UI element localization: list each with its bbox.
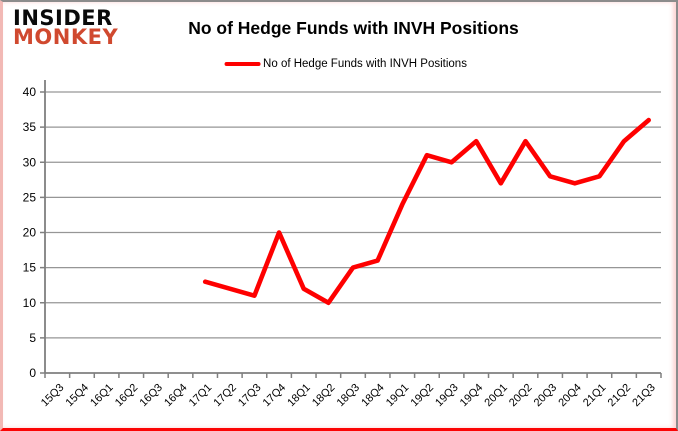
svg-text:21Q1: 21Q1 [581, 382, 609, 410]
svg-text:35: 35 [23, 120, 37, 134]
svg-text:17Q2: 17Q2 [211, 382, 239, 410]
insider-monkey-logo: INSIDER MONKEY [13, 6, 119, 50]
svg-text:19Q3: 19Q3 [433, 382, 461, 410]
svg-text:25: 25 [23, 190, 37, 204]
legend-line-swatch [224, 62, 261, 66]
chart-title: No of Hedge Funds with INVH Positions [188, 18, 519, 38]
line-chart-svg: 0 5 10 15 20 25 30 35 40 15Q315Q416Q116Q216Q316Q4… [23, 80, 662, 410]
svg-text:19Q1: 19Q1 [384, 382, 412, 410]
svg-text:18Q4: 18Q4 [359, 382, 387, 410]
svg-text:0: 0 [29, 366, 36, 380]
svg-text:15Q3: 15Q3 [39, 382, 67, 410]
svg-text:5: 5 [29, 331, 36, 345]
svg-text:20: 20 [23, 226, 37, 240]
legend-label: No of Hedge Funds with INVH Positions [263, 58, 467, 70]
svg-text:17Q3: 17Q3 [236, 382, 264, 410]
svg-text:16Q3: 16Q3 [137, 382, 165, 410]
svg-text:17Q1: 17Q1 [187, 382, 215, 410]
svg-text:15Q4: 15Q4 [64, 382, 92, 410]
svg-text:18Q2: 18Q2 [310, 382, 338, 410]
svg-text:18Q3: 18Q3 [335, 382, 363, 410]
svg-text:20Q3: 20Q3 [532, 382, 560, 410]
svg-text:20Q2: 20Q2 [507, 382, 535, 410]
svg-text:16Q4: 16Q4 [162, 382, 190, 410]
svg-text:21Q2: 21Q2 [606, 382, 634, 410]
chart-area: 0 5 10 15 20 25 30 35 40 15Q3 15Q4 16Q1 16Q2 16Q3 16Q4… [3, 72, 676, 428]
logo-insider-text: INSIDER [13, 6, 113, 30]
svg-text:16Q1: 16Q1 [88, 382, 116, 410]
legend: No of Hedge Funds with INVH Positions [224, 58, 467, 70]
svg-text:19Q2: 19Q2 [409, 382, 437, 410]
svg-text:19Q4: 19Q4 [458, 382, 486, 410]
svg-text:17Q4: 17Q4 [261, 382, 289, 410]
svg-text:16Q2: 16Q2 [113, 382, 141, 410]
svg-text:21Q3: 21Q3 [630, 382, 658, 410]
svg-text:10: 10 [23, 296, 37, 310]
svg-text:20Q4: 20Q4 [556, 382, 584, 410]
svg-text:18Q1: 18Q1 [285, 382, 313, 410]
svg-text:20Q1: 20Q1 [482, 382, 510, 410]
logo-monkey-text: MONKEY [13, 25, 119, 50]
svg-text:15: 15 [23, 261, 37, 275]
svg-text:30: 30 [23, 155, 37, 169]
svg-text:40: 40 [23, 85, 37, 99]
